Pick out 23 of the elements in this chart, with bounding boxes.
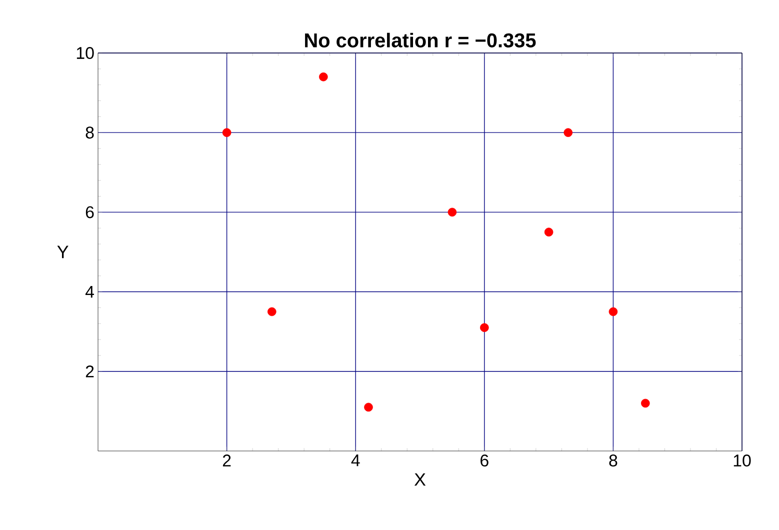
y-tick-label: 2 (86, 365, 94, 378)
x-tick-label: 2 (222, 454, 231, 466)
y-tick-label: 6 (86, 206, 94, 218)
point (641, 398, 650, 408)
point (448, 208, 457, 217)
x-axis-title: X (414, 473, 426, 486)
y-tick-label: 8 (86, 126, 94, 139)
point (267, 307, 276, 316)
x-tick-label: 10 (734, 454, 751, 467)
x-tick-label: 4 (351, 454, 360, 466)
y-axis-title: Y (57, 246, 68, 258)
chart-title: No correlation r = −0.335 (305, 32, 536, 48)
y-tick-label: 10 (76, 46, 94, 59)
x-tick-label: 6 (480, 454, 488, 467)
y-tick-label: 4 (85, 286, 94, 298)
point (222, 128, 232, 137)
point (608, 307, 618, 316)
point (544, 228, 554, 236)
x-tick-label: 8 (609, 454, 618, 467)
point (564, 128, 573, 137)
point (480, 323, 489, 332)
point (319, 72, 328, 82)
point (364, 402, 373, 412)
